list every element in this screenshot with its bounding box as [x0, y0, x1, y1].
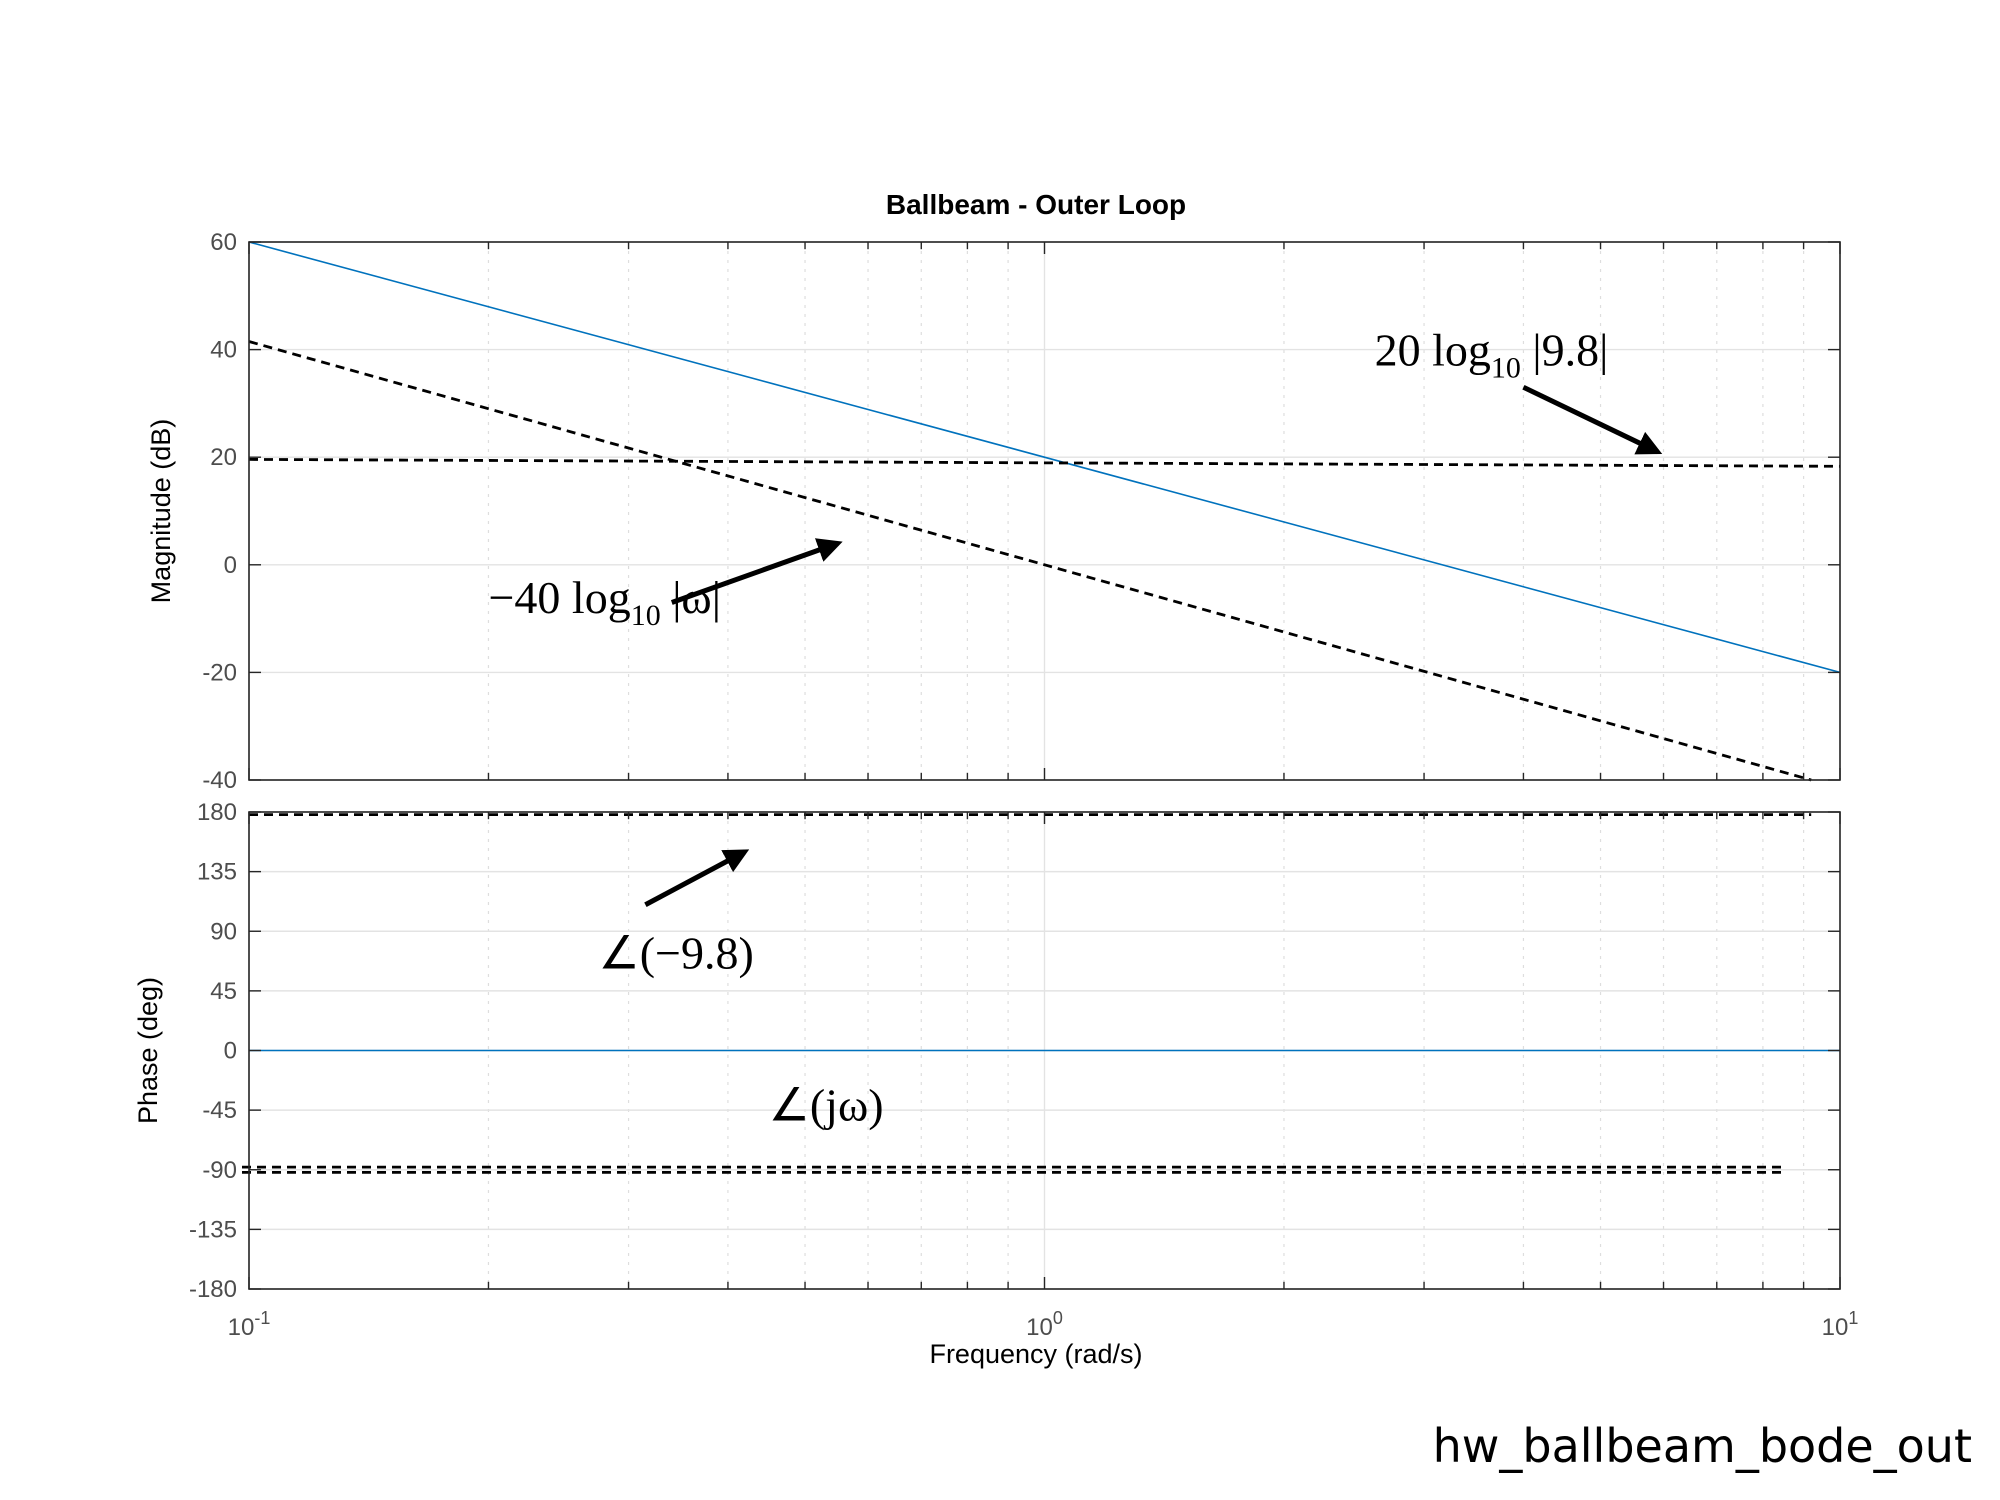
mag-omega-label-arrow — [670, 538, 843, 605]
magnitude-y-tick-label: -40 — [202, 767, 237, 794]
frame-layer — [248, 241, 1841, 1290]
mag-const-label: 20 log10 |9.8| — [1375, 325, 1609, 385]
x-tick-label: 100 — [1026, 1308, 1063, 1341]
magnitude-series-2-dashed-line — [248, 340, 1812, 782]
phase-const-label-arrow — [644, 849, 750, 907]
phase-y-tick-label: 135 — [197, 859, 237, 886]
phase-y-tick-label: -180 — [189, 1276, 237, 1303]
x-axis-label: Frequency (rad/s) — [929, 1339, 1142, 1369]
x-tick-label: 101 — [1822, 1308, 1859, 1341]
figure-filename-label: hw_ballbeam_bode_out — [1433, 1419, 1972, 1473]
magnitude-y-axis-label: Magnitude (dB) — [146, 419, 176, 604]
magnitude-plot-frame — [248, 241, 1841, 781]
series-layer — [242, 241, 1841, 1174]
phase-y-tick-label: 45 — [210, 978, 237, 1005]
magnitude-y-tick-label: 20 — [210, 444, 237, 471]
x-tick-label: 10-1 — [228, 1308, 271, 1341]
magnitude-y-tick-label: 0 — [224, 552, 237, 579]
grid-layer — [248, 241, 1841, 1290]
magnitude-series-1-line — [248, 241, 1841, 674]
phase-const-label: ∠(−9.8) — [598, 927, 753, 978]
mag-omega-label: −40 log10 |ω| — [488, 572, 720, 632]
phase-jomega-label: ∠(jω) — [769, 1080, 884, 1131]
mag-const-label-arrow — [1522, 385, 1663, 455]
phase-y-tick-label: 180 — [197, 799, 237, 826]
magnitude-y-tick-label: 60 — [210, 229, 237, 256]
phase-y-tick-label: 0 — [224, 1038, 237, 1065]
phase-y-axis-label: Phase (deg) — [133, 977, 163, 1124]
magnitude-y-tick-label: 40 — [210, 337, 237, 364]
phase-y-tick-label: -90 — [202, 1157, 237, 1184]
phase-plot-frame — [248, 811, 1841, 1290]
magnitude-series-3-dashed-line — [248, 458, 1841, 468]
phase-y-tick-label: 90 — [210, 918, 237, 945]
magnitude-y-tick-label: -20 — [202, 659, 237, 686]
phase-y-tick-label: -135 — [189, 1216, 237, 1243]
label-layer: 60 40 20 0 -20 -40 Magnitude (dB) 180 135 90 45 0 -4… — [133, 229, 1858, 1341]
chart-title: Ballbeam - Outer Loop — [886, 189, 1186, 220]
phase-y-tick-label: -45 — [202, 1097, 237, 1124]
annotation-layer: −40 log10 |ω| 20 log10 |9.8| ∠(−9.8) ∠(jω) — [488, 325, 1663, 1131]
